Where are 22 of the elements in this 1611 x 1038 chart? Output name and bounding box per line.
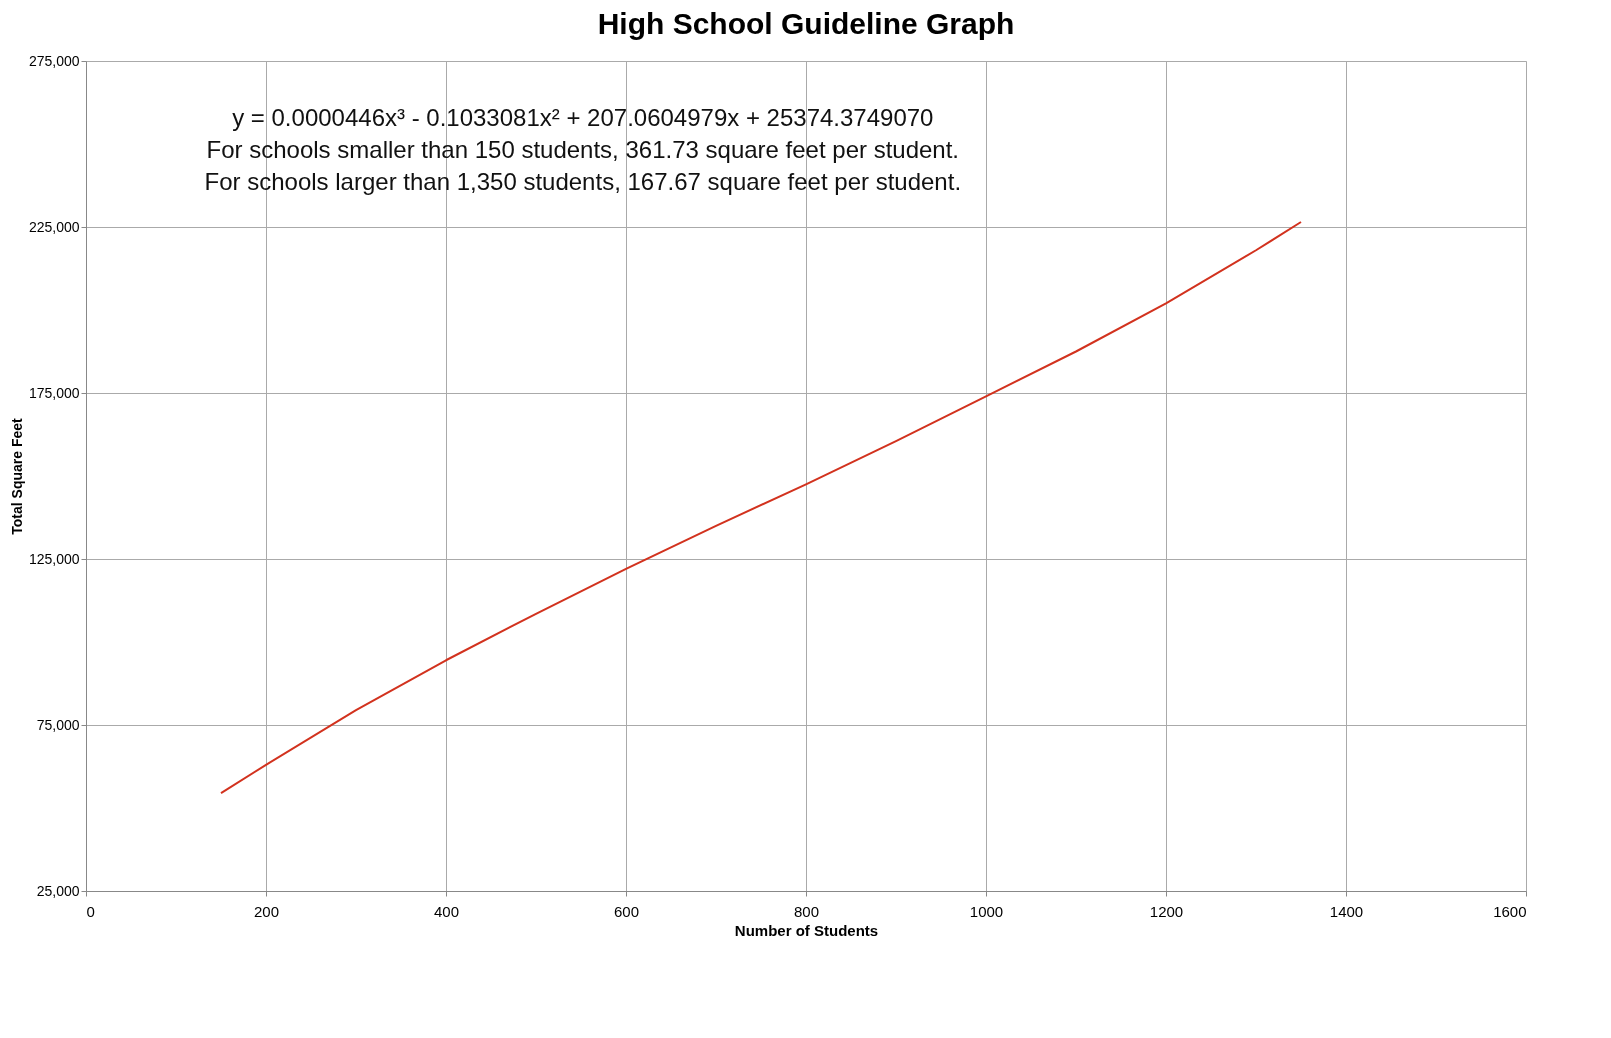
x-tick-label: 1200 <box>1149 902 1184 920</box>
y-tick-label: 275,000 <box>28 52 80 69</box>
y-tick-label: 125,000 <box>28 550 80 567</box>
chart-title: High School Guideline Graph <box>597 7 1015 40</box>
x-tick-label: 400 <box>433 902 460 920</box>
x-tick-label: 800 <box>793 902 820 920</box>
x-tick-label: 1000 <box>969 902 1004 920</box>
x-tick-label: 600 <box>613 902 640 920</box>
x-tick-label: 1400 <box>1329 902 1364 920</box>
x-axis-title: Number of Students <box>734 921 879 939</box>
x-tick-label: 0 <box>86 902 95 920</box>
annotation: y = 0.0000446x³ - 0.1033081x² + 207.0604979x + 25374.3749070 <box>232 104 934 131</box>
annotation: For schools smaller than 150 students, 361.73 square feet per student. <box>206 136 960 163</box>
y-tick-label: 225,000 <box>28 218 80 235</box>
y-tick-label: 175,000 <box>28 384 80 401</box>
y-tick-label: 75,000 <box>36 716 80 733</box>
annotation: For schools larger than 1,350 students, 167.67 square feet per student. <box>204 168 962 195</box>
y-axis-title: Total Square Feet <box>8 417 25 535</box>
x-tick-label: 200 <box>253 902 280 920</box>
line-series <box>220 221 1302 795</box>
x-tick-label: 1600 <box>1493 902 1527 920</box>
y-tick-label: 25,000 <box>36 882 80 899</box>
